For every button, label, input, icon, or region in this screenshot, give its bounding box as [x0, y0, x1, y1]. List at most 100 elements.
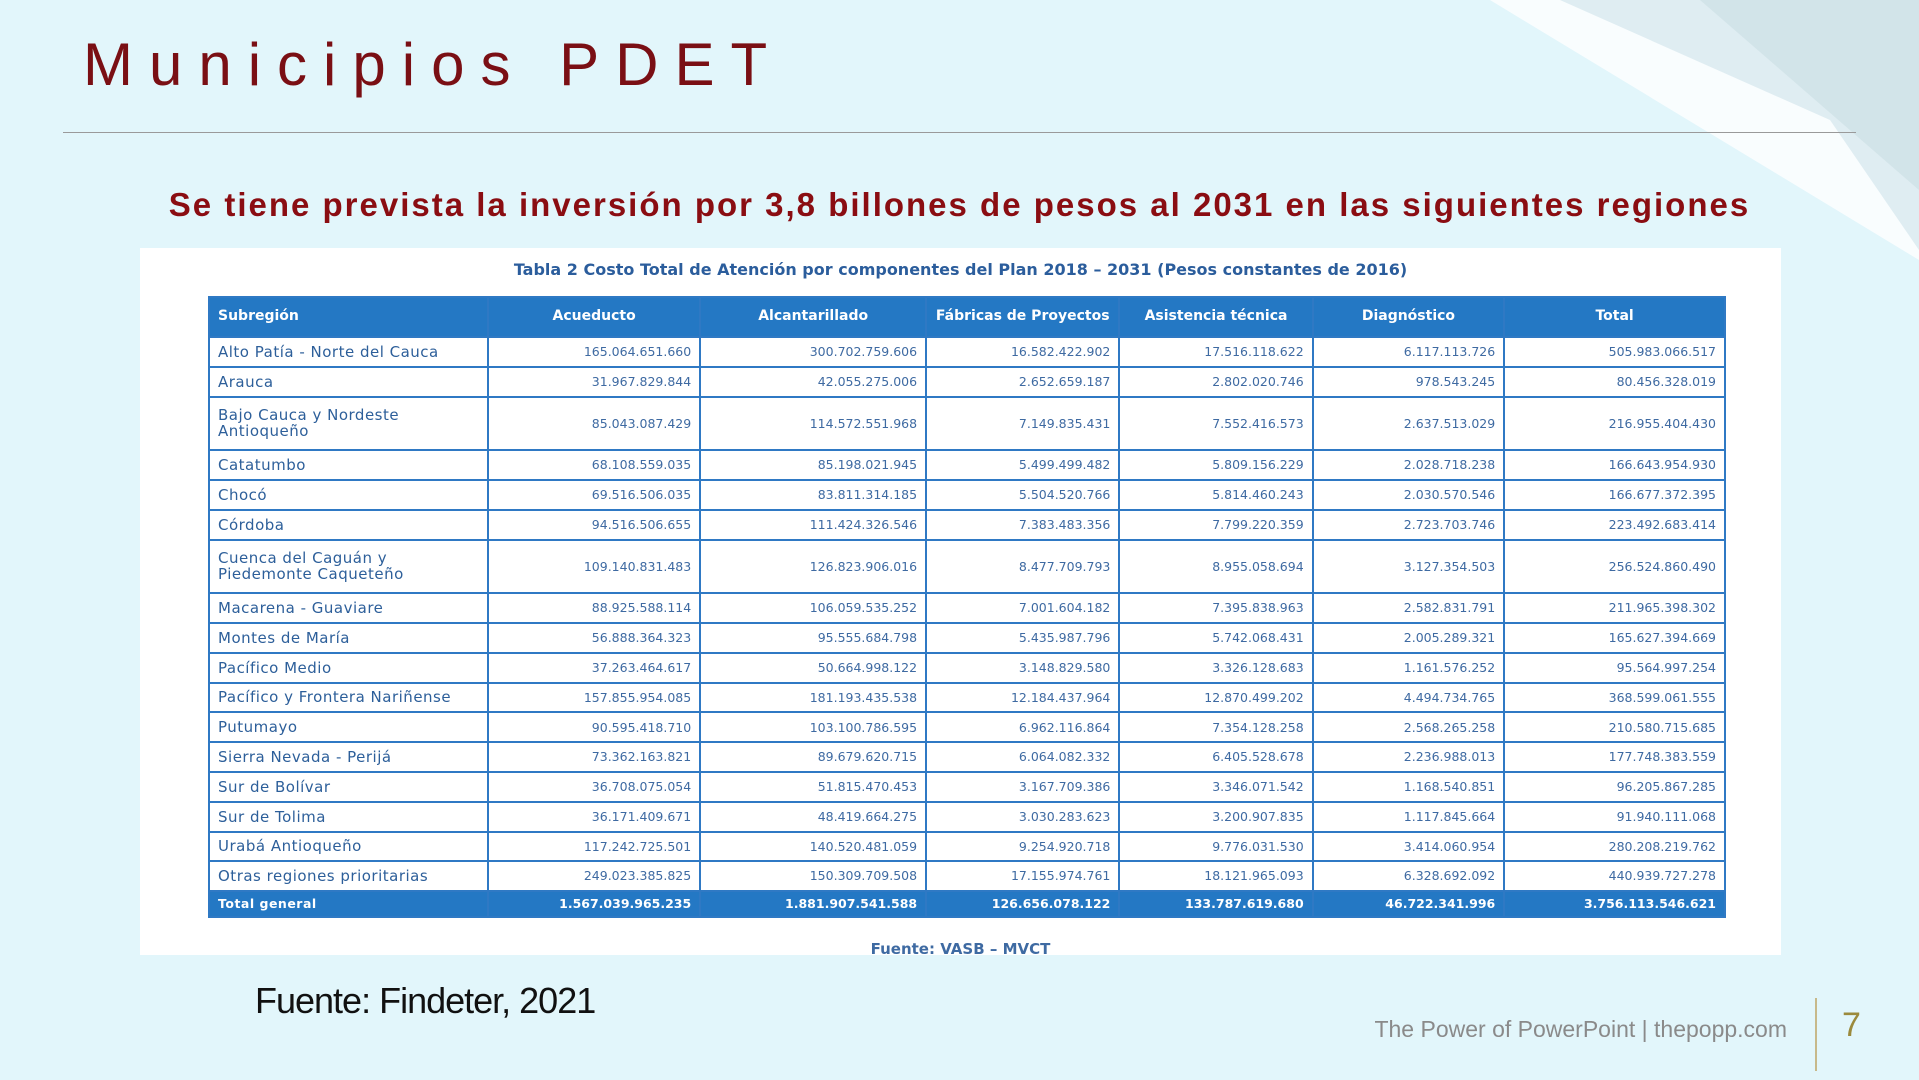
column-header: Fábricas de Proyectos — [925, 296, 1121, 338]
value-cell: 150.309.709.508 — [699, 860, 928, 893]
table-source: Fuente: VASB – MVCT — [870, 940, 1051, 958]
value-cell: 7.799.220.359 — [1118, 508, 1314, 541]
total-cell: 126.656.078.122 — [925, 890, 1121, 918]
table-row: Sur de Bolívar 36.708.075.054 51.815.470.4… — [207, 770, 1726, 803]
table-row: Alto Patía - Norte del Cauca 165.064.651.… — [207, 336, 1726, 368]
slide-title: Municipios PDET — [83, 31, 784, 98]
table-row: Montes de María 56.888.364.323 95.555.684.… — [207, 622, 1726, 654]
region-cell: Córdoba — [207, 508, 490, 541]
value-cell: 80.456.328.019 — [1503, 365, 1726, 398]
total-cell: 3.756.113.546.621 — [1503, 890, 1726, 918]
table-row: Arauca 31.967.829.844 42.055.275.006 2.652.… — [207, 365, 1726, 398]
value-cell: 140.520.481.059 — [699, 830, 928, 863]
value-cell: 9.254.920.718 — [925, 830, 1121, 863]
region-cell: Pacífico y Frontera Nariñense — [207, 681, 490, 714]
total-row: Total general 1.567.039.965.235 1.881.907.… — [207, 890, 1726, 918]
value-cell: 5.499.499.482 — [925, 449, 1121, 482]
table-caption: Tabla 2 Costo Total de Atención por comp… — [513, 260, 1408, 279]
region-cell: Macarena - Guaviare — [207, 592, 490, 625]
cost-table: Subregión Acueducto Alcantarillado Fábricas… — [207, 296, 1726, 918]
footer-divider — [1815, 998, 1817, 1071]
value-cell: 7.552.416.573 — [1118, 395, 1314, 452]
value-cell: 111.424.326.546 — [699, 508, 928, 541]
region-cell: Sur de Tolima — [207, 800, 490, 833]
table-row: Pacífico Medio 37.263.464.617 50.664.998.1… — [207, 651, 1726, 684]
value-cell: 2.030.570.546 — [1311, 479, 1506, 511]
column-header: Diagnóstico — [1311, 296, 1506, 338]
table-row: Sierra Nevada - Perijá 73.362.163.821 89.6… — [207, 741, 1726, 773]
region-cell: Sierra Nevada - Perijá — [207, 741, 490, 773]
table-row: Sur de Tolima 36.171.409.671 48.419.664.27… — [207, 800, 1726, 833]
value-cell: 126.823.906.016 — [699, 538, 928, 595]
value-cell: 7.149.835.431 — [925, 395, 1121, 452]
value-cell: 165.627.394.669 — [1503, 622, 1726, 654]
value-cell: 2.652.659.187 — [925, 365, 1121, 398]
value-cell: 2.723.703.746 — [1311, 508, 1506, 541]
value-cell: 89.679.620.715 — [699, 741, 928, 773]
value-cell: 2.582.831.791 — [1311, 592, 1506, 625]
total-cell: 46.722.341.996 — [1311, 890, 1506, 918]
table-row: Pacífico y Frontera Nariñense 157.855.954… — [207, 681, 1726, 714]
table-row: Cuenca del Caguán y Piedemonte Caqueteño… — [207, 538, 1726, 595]
value-cell: 3.030.283.623 — [925, 800, 1121, 833]
title-rule — [63, 132, 1856, 133]
value-cell: 2.568.265.258 — [1311, 711, 1506, 744]
value-cell: 36.708.075.054 — [487, 770, 702, 803]
value-cell: 4.494.734.765 — [1311, 681, 1506, 714]
value-cell: 440.939.727.278 — [1503, 860, 1726, 893]
value-cell: 85.043.087.429 — [487, 395, 702, 452]
value-cell: 17.155.974.761 — [925, 860, 1121, 893]
value-cell: 7.354.128.258 — [1118, 711, 1314, 744]
subtitle: Se tiene prevista la inversión por 3,8 b… — [168, 186, 1751, 223]
value-cell: 8.955.058.694 — [1118, 538, 1314, 595]
value-cell: 2.802.020.746 — [1118, 365, 1314, 398]
value-cell: 6.962.116.864 — [925, 711, 1121, 744]
value-cell: 211.965.398.302 — [1503, 592, 1726, 625]
value-cell: 95.564.997.254 — [1503, 651, 1726, 684]
region-cell: Montes de María — [207, 622, 490, 654]
value-cell: 5.742.068.431 — [1118, 622, 1314, 654]
table-row: Bajo Cauca y Nordeste Antioqueño 85.043.0… — [207, 395, 1726, 452]
value-cell: 69.516.506.035 — [487, 479, 702, 511]
value-cell: 18.121.965.093 — [1118, 860, 1314, 893]
value-cell: 216.955.404.430 — [1503, 395, 1726, 452]
value-cell: 6.328.692.092 — [1311, 860, 1506, 893]
total-label: Total general — [207, 890, 490, 918]
value-cell: 5.809.156.229 — [1118, 449, 1314, 482]
region-cell: Otras regiones prioritarias — [207, 860, 490, 893]
table-row: Chocó 69.516.506.035 83.811.314.185 5.504.5… — [207, 479, 1726, 511]
region-cell: Alto Patía - Norte del Cauca — [207, 336, 490, 368]
value-cell: 3.414.060.954 — [1311, 830, 1506, 863]
value-cell: 5.814.460.243 — [1118, 479, 1314, 511]
region-cell: Sur de Bolívar — [207, 770, 490, 803]
value-cell: 280.208.219.762 — [1503, 830, 1726, 863]
region-cell: Putumayo — [207, 711, 490, 744]
value-cell: 6.405.528.678 — [1118, 741, 1314, 773]
table-row: Otras regiones prioritarias 249.023.385.8… — [207, 860, 1726, 893]
column-header: Total — [1503, 296, 1726, 338]
value-cell: 3.200.907.835 — [1118, 800, 1314, 833]
value-cell: 109.140.831.483 — [487, 538, 702, 595]
table-row: Córdoba 94.516.506.655 111.424.326.546 7.38… — [207, 508, 1726, 541]
table-row: Urabá Antioqueño 117.242.725.501 140.520.4… — [207, 830, 1726, 863]
value-cell: 7.395.838.963 — [1118, 592, 1314, 625]
value-cell: 2.236.988.013 — [1311, 741, 1506, 773]
value-cell: 48.419.664.275 — [699, 800, 928, 833]
value-cell: 3.127.354.503 — [1311, 538, 1506, 595]
region-cell: Urabá Antioqueño — [207, 830, 490, 863]
value-cell: 42.055.275.006 — [699, 365, 928, 398]
value-cell: 210.580.715.685 — [1503, 711, 1726, 744]
value-cell: 114.572.551.968 — [699, 395, 928, 452]
column-header: Asistencia técnica — [1118, 296, 1314, 338]
value-cell: 3.326.128.683 — [1118, 651, 1314, 684]
value-cell: 223.492.683.414 — [1503, 508, 1726, 541]
page-number: 7 — [1842, 1006, 1861, 1044]
value-cell: 37.263.464.617 — [487, 651, 702, 684]
value-cell: 5.504.520.766 — [925, 479, 1121, 511]
value-cell: 249.023.385.825 — [487, 860, 702, 893]
value-cell: 3.346.071.542 — [1118, 770, 1314, 803]
value-cell: 68.108.559.035 — [487, 449, 702, 482]
value-cell: 73.362.163.821 — [487, 741, 702, 773]
value-cell: 50.664.998.122 — [699, 651, 928, 684]
region-cell: Bajo Cauca y Nordeste Antioqueño — [207, 395, 490, 452]
